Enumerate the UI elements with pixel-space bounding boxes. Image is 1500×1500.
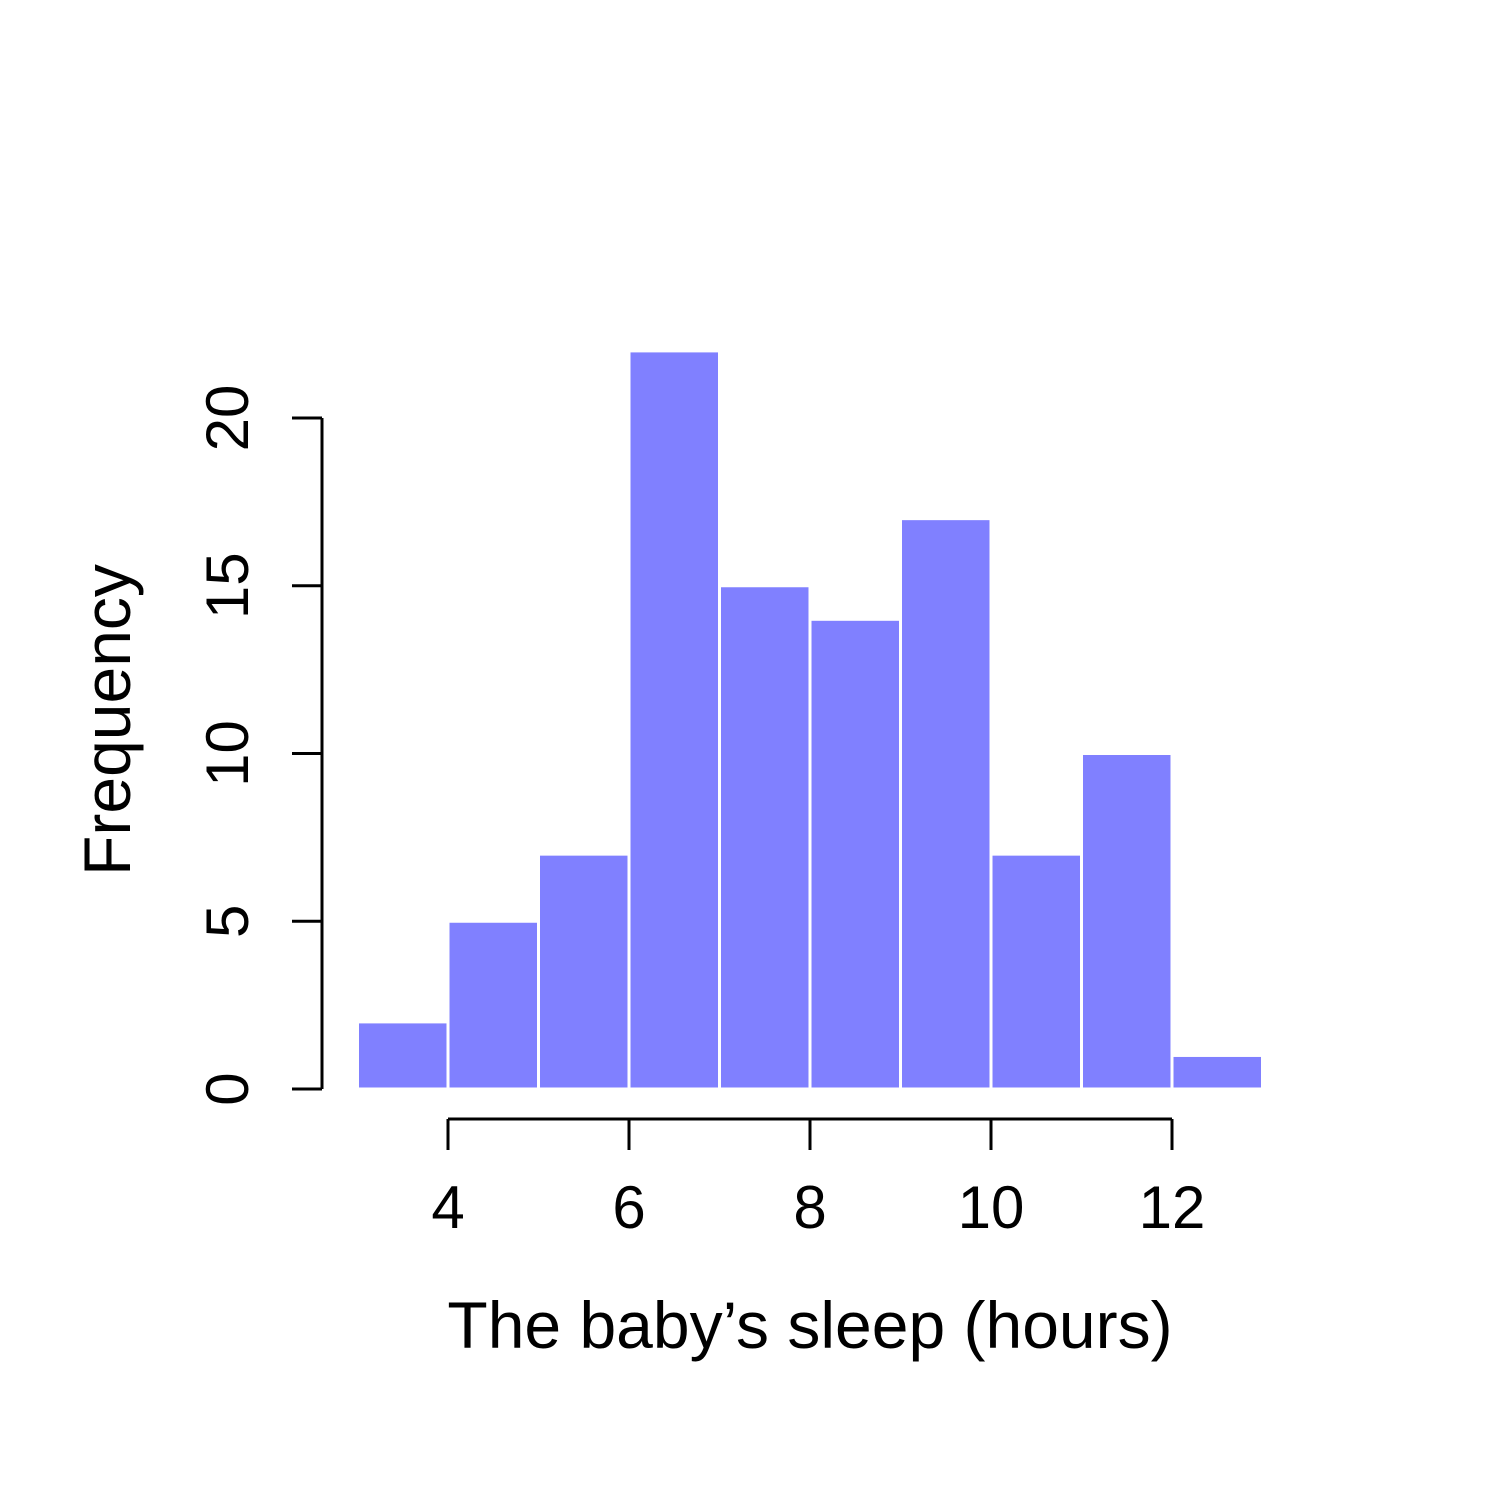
histogram-bar-3 [537,852,631,1091]
histogram-bar-10 [1170,1053,1264,1091]
y-tick-label-0: 0 [194,1072,261,1105]
y-axis-title: Frequency [70,564,144,876]
histogram-bar-5 [718,584,812,1091]
x-tick-label-6: 6 [612,1174,645,1241]
y-axis: 0 5 10 15 20 [194,385,324,1106]
x-tick-label-8: 8 [793,1174,826,1241]
y-tick-label-20: 20 [194,385,261,452]
histogram-bar-9 [1080,752,1174,1091]
y-tick-label-15: 15 [194,552,261,619]
bars-group [356,349,1264,1091]
x-tick-label-12: 12 [1139,1174,1206,1241]
x-tick-label-10: 10 [958,1174,1025,1241]
histogram-bar-7 [899,517,993,1091]
histogram-bar-4 [627,349,721,1091]
y-tick-label-10: 10 [194,720,261,787]
y-tick-label-5: 5 [194,905,261,938]
histogram-bar-8 [989,852,1083,1091]
x-axis-title: The baby’s sleep (hours) [447,1288,1172,1362]
histogram-bar-6 [808,617,902,1091]
histogram-bar-1 [356,1020,450,1091]
x-axis: 4 6 8 10 12 [431,1117,1206,1241]
x-tick-label-4: 4 [431,1174,464,1241]
histogram-bar-2 [446,919,540,1091]
